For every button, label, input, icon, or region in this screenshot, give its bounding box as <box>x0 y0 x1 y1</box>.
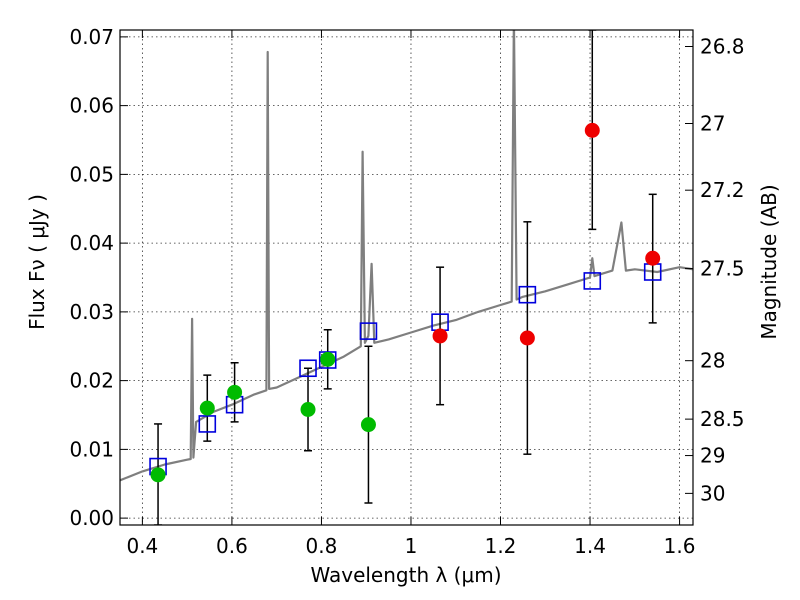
y-tick-label: 0.01 <box>69 437 114 461</box>
grid <box>120 30 693 525</box>
model-square-point <box>583 272 602 290</box>
model-square-point <box>518 285 537 304</box>
x-tick-label: 0.6 <box>216 534 248 558</box>
x-tick-label: 1.2 <box>485 534 517 558</box>
right-tick-label: 28 <box>700 349 725 373</box>
y-tick-label: 0.02 <box>69 369 114 393</box>
y-tick-label: 0.06 <box>69 94 114 118</box>
y-tick-label: 0.05 <box>69 162 114 186</box>
x-tick-label: 1.4 <box>574 534 606 558</box>
x-tick-label: 0.8 <box>306 534 338 558</box>
x-tick-label: 1.6 <box>664 534 696 558</box>
red-data-point <box>519 330 535 346</box>
red-data-point <box>645 250 661 266</box>
green-data-point <box>300 402 316 417</box>
right-tick-label: 27 <box>700 112 725 136</box>
right-tick-label: 27.5 <box>700 257 745 281</box>
green-data-point <box>227 384 243 400</box>
green-data-point <box>360 417 376 433</box>
plot-area <box>120 30 693 525</box>
x-tick-label: 0.4 <box>126 534 158 558</box>
right-tick-label: 30 <box>700 481 725 505</box>
y-tick-label: 0.03 <box>69 300 114 324</box>
plot-frame <box>119 29 694 526</box>
x-axis-label: Wavelength λ (μm) <box>310 563 501 587</box>
y-tick-label: 0.07 <box>69 25 114 49</box>
model-square-point <box>299 359 317 378</box>
right-tick-label: 27.2 <box>700 178 745 202</box>
y-tick-label: 0.04 <box>69 231 114 255</box>
right-tick-label: 26.8 <box>700 35 745 59</box>
sed-spectrum-line <box>120 30 693 482</box>
red-data-point <box>432 328 448 344</box>
red-data-point <box>584 122 600 138</box>
axis-ticks: 0.4 0.6 0.8 1 1.2 1.4 1.6 0.00 0.01 0.02 0.03 0.04 0… <box>69 25 744 558</box>
right-tick-label: 28.5 <box>700 407 745 431</box>
model-square-point <box>359 322 378 340</box>
green-data-point <box>150 467 166 483</box>
x-tick-label: 1 <box>405 534 418 558</box>
y-tick-label: 0.00 <box>69 506 114 530</box>
model-square-point <box>198 415 217 433</box>
green-data-point <box>199 400 215 416</box>
right-tick-label: 29 <box>700 444 725 468</box>
right-axis-label: Magnitude (AB) <box>757 184 781 339</box>
green-data-point <box>320 351 336 367</box>
y-axis-label: Flux Fν ( μJy ) <box>25 194 49 330</box>
